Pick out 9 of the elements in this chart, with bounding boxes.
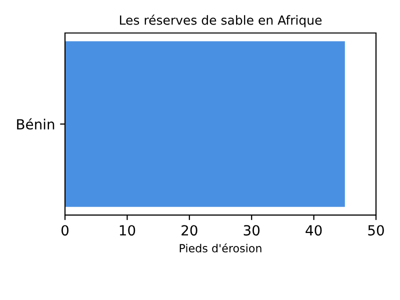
x-tick-label: 30 [244,225,260,236]
x-tick-label: 50 [368,225,384,236]
x-tick-label: 20 [182,225,198,236]
x-axis-title: Pieds d'érosion [180,243,262,252]
x-tick-label: 10 [120,225,136,236]
chart-title: Les réserves de sable en Afrique [120,14,322,28]
x-tick-label: 0 [61,225,68,236]
y-tick-label: Bénin [17,118,54,130]
x-tick-label: 40 [306,225,322,236]
